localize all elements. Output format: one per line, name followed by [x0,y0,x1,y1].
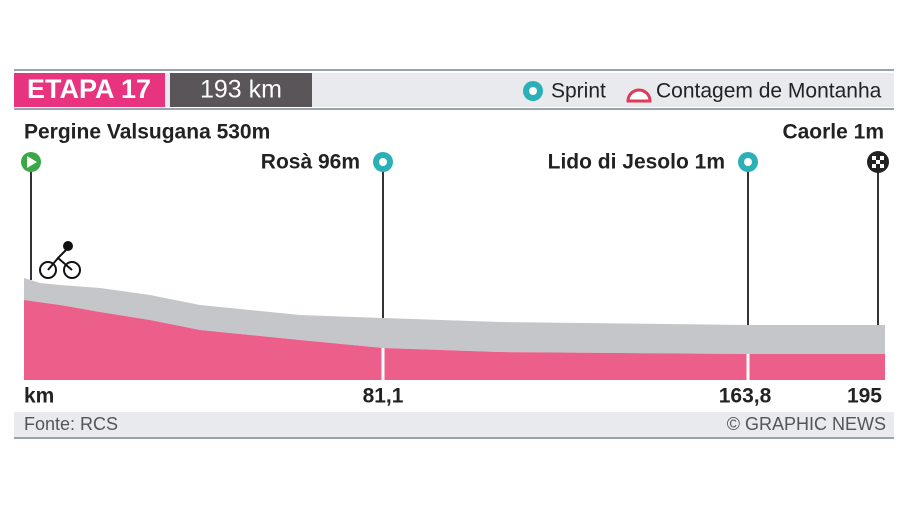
marker-lines [30,172,879,325]
km-mark: 81,1 [363,385,404,408]
stage-distance: 193 km [200,76,282,104]
stage-title: ETAPA 17 [27,74,151,104]
mountain-icon [626,88,652,103]
cyclist-icon [39,241,81,279]
footer-band [14,412,894,437]
km-mark: 195 [847,385,882,408]
distance-box [170,73,312,107]
source: Fonte: RCS [24,414,118,434]
location-label: Lido di Jesolo 1m [548,151,725,174]
sprint-icon [379,158,387,166]
credit: © GRAPHIC NEWS [727,414,886,434]
location-label: Pergine Valsugana 530m [24,121,270,144]
profile-relief [24,278,885,354]
sprint-icon [529,87,537,95]
start-icon [27,156,37,168]
finish-icon [872,156,884,168]
profile-area [24,300,885,380]
legend-label: Sprint [551,80,606,103]
sprint-icon [744,158,752,166]
legend-label: Contagem de Montanha [656,80,882,103]
location-label: Rosà 96m [261,151,360,174]
km-mark: 163,8 [719,385,772,408]
stage-box [14,73,165,107]
location-label: Caorle 1m [782,121,884,144]
km-unit: km [24,385,54,408]
